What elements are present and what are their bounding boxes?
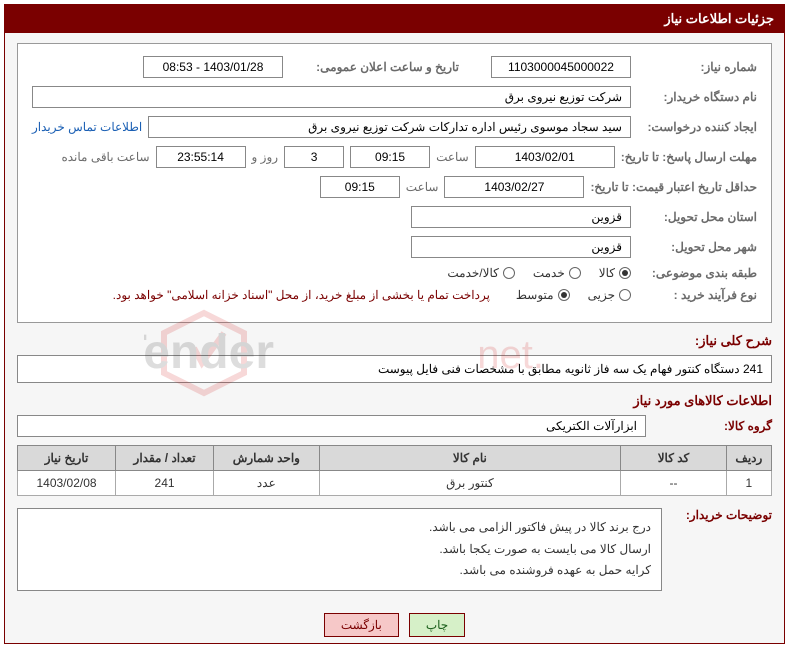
category-label: طبقه بندی موضوعی: — [637, 266, 757, 280]
table-cell: -- — [621, 471, 727, 496]
remaining-label: ساعت باقی مانده — [61, 150, 149, 164]
deadline-date: 1403/02/01 — [475, 146, 615, 168]
goods-title: اطلاعات کالاهای مورد نیاز — [17, 393, 772, 409]
col-header: واحد شمارش — [214, 446, 320, 471]
time-label-2: ساعت — [406, 180, 439, 194]
requester-label: ایجاد کننده درخواست: — [637, 120, 757, 134]
table-cell: 1 — [726, 471, 771, 496]
radio-label: کالا/خدمت — [447, 266, 498, 280]
ptype-radio-0[interactable]: جزیی — [588, 288, 631, 302]
radio-label: جزیی — [588, 288, 615, 302]
announce-value: 1403/01/28 - 08:53 — [143, 56, 283, 78]
table-cell: 241 — [116, 471, 214, 496]
radio-icon — [558, 289, 570, 301]
summary-title: شرح کلی نیاز: — [17, 333, 772, 349]
group-label: گروه کالا: — [652, 419, 772, 433]
col-header: ردیف — [726, 446, 771, 471]
contact-link[interactable]: اطلاعات تماس خریدار — [32, 120, 142, 134]
note-line: درج برند کالا در پیش فاکتور الزامی می با… — [28, 517, 651, 539]
ptype-radio-1[interactable]: متوسط — [516, 288, 570, 302]
need-no-label: شماره نیاز: — [637, 60, 757, 74]
deadline-label: مهلت ارسال پاسخ: تا تاریخ: — [621, 150, 757, 164]
radio-icon — [569, 267, 581, 279]
radio-label: کالا — [599, 266, 615, 280]
days-remaining: 3 — [284, 146, 344, 168]
countdown: 23:55:14 — [156, 146, 246, 168]
table-cell: 1403/02/08 — [18, 471, 116, 496]
province-value: قزوین — [411, 206, 631, 228]
summary-text: 241 دستگاه کنتور فهام یک سه فاز ثانویه م… — [17, 355, 772, 383]
table-row: 1--کنتور برقعدد2411403/02/08 — [18, 471, 772, 496]
print-button[interactable]: چاپ — [409, 613, 465, 637]
panel-title: جزئیات اطلاعات نیاز — [5, 5, 784, 33]
requester-value: سید سجاد موسوی رئیس اداره تدارکات شرکت ت… — [148, 116, 631, 138]
buyer-notes-label: توضیحات خریدار: — [672, 508, 772, 522]
category-radio-1[interactable]: خدمت — [533, 266, 581, 280]
buyer-notes-box: درج برند کالا در پیش فاکتور الزامی می با… — [17, 508, 662, 591]
city-label: شهر محل تحویل: — [637, 240, 757, 254]
radio-label: متوسط — [516, 288, 554, 302]
need-no-value: 1103000045000022 — [491, 56, 631, 78]
radio-icon — [503, 267, 515, 279]
buyer-org-value: شرکت توزیع نیروی برق — [32, 86, 631, 108]
radio-icon — [619, 267, 631, 279]
radio-icon — [619, 289, 631, 301]
min-valid-time: 09:15 — [320, 176, 400, 198]
col-header: کد کالا — [621, 446, 727, 471]
back-button[interactable]: بازگشت — [324, 613, 399, 637]
buyer-org-label: نام دستگاه خریدار: — [637, 90, 757, 104]
table-cell: کنتور برق — [319, 471, 621, 496]
group-value: ابزارآلات الکتریکی — [17, 415, 646, 437]
city-value: قزوین — [411, 236, 631, 258]
category-radio-0[interactable]: کالا — [599, 266, 631, 280]
purchase-note: پرداخت تمام یا بخشی از مبلغ خرید، از محل… — [113, 288, 490, 302]
note-line: ارسال کالا می بایست به صورت یکجا باشد. — [28, 539, 651, 561]
announce-label: تاریخ و ساعت اعلان عمومی: — [289, 60, 459, 74]
deadline-time: 09:15 — [350, 146, 430, 168]
table-cell: عدد — [214, 471, 320, 496]
radio-label: خدمت — [533, 266, 565, 280]
min-valid-label: حداقل تاریخ اعتبار قیمت: تا تاریخ: — [590, 180, 757, 194]
col-header: تاریخ نیاز — [18, 446, 116, 471]
min-valid-date: 1403/02/27 — [444, 176, 584, 198]
note-line: کرایه حمل به عهده فروشنده می باشد. — [28, 560, 651, 582]
col-header: نام کالا — [319, 446, 621, 471]
time-label-1: ساعت — [436, 150, 469, 164]
category-radio-2[interactable]: کالا/خدمت — [447, 266, 514, 280]
days-word: روز و — [252, 150, 279, 164]
goods-table: ردیفکد کالانام کالاواحد شمارشتعداد / مقد… — [17, 445, 772, 496]
ptype-label: نوع فرآیند خرید : — [637, 288, 757, 302]
col-header: تعداد / مقدار — [116, 446, 214, 471]
province-label: استان محل تحویل: — [637, 210, 757, 224]
